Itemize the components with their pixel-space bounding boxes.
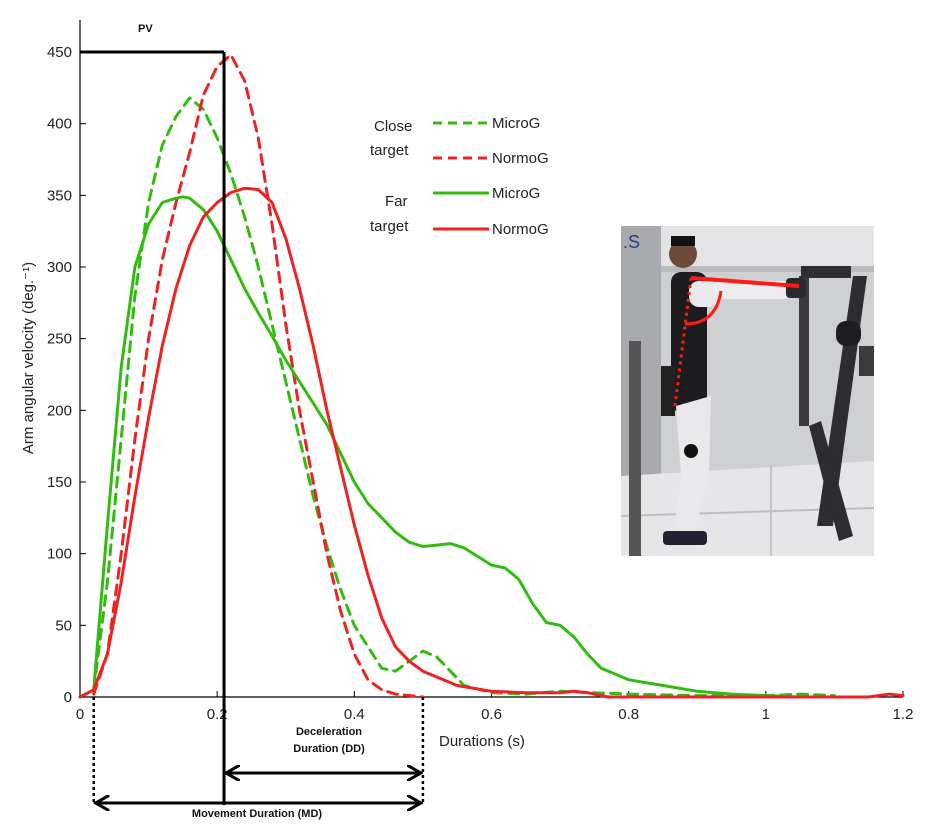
legend-group-far-line2: target [370,218,409,235]
x-tick-label: 0.4 [344,706,365,723]
y-tick-label: 400 [47,116,72,133]
series-far-target-microg [92,195,802,699]
y-tick-label: 150 [47,474,72,491]
pv-label: PV [138,23,153,35]
legend-group-close-line2: target [370,142,409,159]
x-tick-label: 0.2 [207,706,228,723]
y-tick-label: 200 [47,402,72,419]
md-label: Movement Duration (MD) [192,808,323,820]
legend-group-close-line1: Close [374,118,412,135]
x-tick-label: 0.8 [618,706,639,723]
series-far-target-normog [78,186,905,699]
x-tick-label: 1.2 [893,706,914,723]
legend-entry-close-microg: MicroG [492,115,540,132]
dd-label-line1: Deceleration [296,726,362,738]
y-ticks: 0 50 100 150 200 250 300 350 400 450 [47,44,86,706]
x-tick-label: 1 [762,706,770,723]
y-tick-label: 300 [47,259,72,276]
legend-entry-far-microg: MicroG [492,185,540,202]
y-tick-label: 250 [47,331,72,348]
dd-label-line2: Duration (DD) [293,743,365,755]
x-tick-label: 0 [76,706,84,723]
legend-entry-close-normog: NormoG [492,150,549,167]
y-tick-label: 350 [47,187,72,204]
x-tick-label: 0.6 [481,706,502,723]
legend-group-far-line1: Far [385,193,408,210]
legend-entry-far-normog: NormoG [492,221,549,238]
pv-annotation: PV [80,23,226,805]
y-tick-label: 50 [55,617,72,634]
svg-text:.S: .S [623,232,640,252]
series-close-target-normog [92,53,425,699]
legend: Close target Far target MicroG NormoG Mi… [370,115,549,238]
y-tick-label: 450 [47,44,72,61]
series-layer [78,53,905,699]
y-axis-label: Arm angular velocity (deg.⁻¹) [20,262,37,454]
x-axis-label: Durations (s) [439,733,525,750]
y-tick-label: 0 [64,689,72,706]
subject-photo: .S [621,226,874,556]
y-tick-label: 100 [47,546,72,563]
x-ticks: 0 0.2 0.4 0.6 0.8 1 1.2 [76,691,914,723]
